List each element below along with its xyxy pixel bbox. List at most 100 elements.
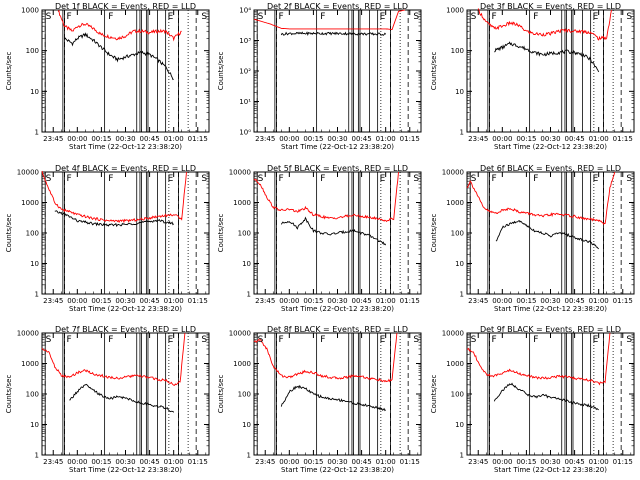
x-tick-label: 00:15	[303, 135, 323, 143]
plot-frame	[253, 9, 422, 133]
marker-letter: S	[413, 335, 419, 345]
x-tick-label: 00:30	[327, 297, 347, 305]
marker-letter: E	[168, 335, 174, 345]
y-tick-label: 10	[242, 260, 251, 268]
x-tick-label: 00:00	[279, 458, 299, 466]
marker-letter: S	[626, 335, 632, 345]
panel-title: Det 3f BLACK = Events, RED = LLD	[480, 2, 621, 11]
marker-letter: S	[201, 12, 207, 22]
y-tick-label: 10	[455, 421, 464, 429]
y-tick-label: 10⁴	[239, 7, 251, 15]
series-events-line	[280, 216, 387, 246]
x-tick-label: 00:00	[67, 135, 87, 143]
marker-letter: S	[413, 174, 419, 184]
y-tick-label: 100	[238, 230, 251, 238]
marker-letter: E	[380, 12, 386, 22]
marker-letter: F	[491, 335, 496, 345]
x-tick-label: 01:15	[400, 297, 420, 305]
y-tick-label: 1	[460, 129, 464, 137]
x-tick-label: 23:45	[43, 458, 63, 466]
y-tick-label: 1000	[21, 7, 39, 15]
series-events-line	[494, 41, 600, 73]
x-tick-label: 01:00	[589, 458, 609, 466]
x-tick-label: 23:45	[468, 135, 488, 143]
marker-letter: F	[533, 174, 538, 184]
series-lld-line	[253, 9, 406, 30]
marker-letter: F	[320, 12, 325, 22]
y-tick-label: 1	[247, 452, 251, 460]
x-axis-label: Start Time (22-Oct-12 23:38:20)	[494, 466, 607, 474]
marker-letter: S	[46, 335, 52, 345]
x-tick-label: 23:45	[255, 297, 275, 305]
x-tick-label: 00:15	[516, 135, 536, 143]
marker-letter: S	[471, 12, 477, 22]
series-lld-line	[466, 171, 616, 225]
panel-title: Det 8f BLACK = Events, RED = LLD	[267, 325, 408, 334]
marker-letter: E	[380, 174, 386, 184]
marker-letter: F	[66, 335, 71, 345]
panel-title: Det 2f BLACK = Events, RED = LLD	[267, 2, 408, 11]
x-tick-label: 01:00	[376, 458, 396, 466]
x-tick-label: 01:00	[376, 135, 396, 143]
y-tick-label: 100	[451, 391, 464, 399]
marker-letter: F	[108, 12, 113, 22]
y-tick-label: 1	[460, 291, 464, 299]
x-tick-label: 00:15	[516, 458, 536, 466]
y-tick-label: 1000	[233, 360, 251, 368]
marker-letter: F	[491, 12, 496, 22]
marker-letter: S	[471, 174, 477, 184]
plot-frame	[466, 9, 635, 133]
series-lld-line	[41, 170, 187, 224]
marker-letter: F	[491, 174, 496, 184]
panel-7f	[41, 332, 210, 456]
y-axis-label: Counts/sec	[5, 214, 13, 253]
plot-frame	[41, 332, 210, 456]
plot-frame	[466, 171, 635, 295]
x-tick-label: 00:45	[351, 297, 371, 305]
marker-letter: F	[278, 335, 283, 345]
x-tick-label: 01:00	[376, 297, 396, 305]
marker-letter: S	[471, 335, 477, 345]
marker-letter: F	[66, 12, 71, 22]
y-tick-label: 100	[26, 230, 39, 238]
series-events-line	[69, 383, 175, 413]
panel-title: Det 1f BLACK = Events, RED = LLD	[55, 2, 196, 11]
series-lld-line	[466, 332, 611, 386]
x-tick-label: 00:15	[516, 297, 536, 305]
y-tick-label: 1000	[233, 199, 251, 207]
x-axis-label: Start Time (22-Oct-12 23:38:20)	[494, 305, 607, 313]
y-tick-label: 10⁰	[239, 129, 251, 137]
marker-letter: S	[46, 174, 52, 184]
marker-letter: E	[380, 335, 386, 345]
panel-title: Det 4f BLACK = Events, RED = LLD	[55, 164, 196, 173]
x-tick-label: 00:45	[139, 297, 159, 305]
x-tick-label: 00:30	[327, 458, 347, 466]
marker-letter: E	[593, 12, 599, 22]
x-tick-label: 00:15	[91, 297, 111, 305]
y-tick-label: 10	[30, 88, 39, 96]
x-tick-label: 00:15	[303, 458, 323, 466]
panel-9f	[466, 332, 635, 456]
panel-6f	[466, 171, 635, 295]
panel-title: Det 5f BLACK = Events, RED = LLD	[267, 164, 408, 173]
y-axis-label: Counts/sec	[217, 214, 225, 253]
x-tick-label: 00:45	[564, 135, 584, 143]
series-lld-line	[57, 9, 182, 42]
y-tick-label: 10³	[239, 37, 251, 45]
marker-letter: S	[258, 12, 264, 22]
marker-letter: E	[593, 174, 599, 184]
y-tick-label: 1000	[21, 360, 39, 368]
x-axis-label: Start Time (22-Oct-12 23:38:20)	[494, 143, 607, 151]
x-tick-label: 00:00	[492, 135, 512, 143]
x-tick-label: 00:00	[492, 458, 512, 466]
y-tick-label: 10	[30, 421, 39, 429]
marker-letter: F	[533, 335, 538, 345]
series-events-line	[280, 31, 387, 37]
y-tick-label: 10	[455, 88, 464, 96]
x-tick-label: 23:45	[255, 458, 275, 466]
y-axis-label: Counts/sec	[217, 375, 225, 414]
x-tick-label: 00:00	[492, 297, 512, 305]
x-tick-label: 00:45	[351, 458, 371, 466]
x-tick-label: 23:45	[468, 458, 488, 466]
marker-letter: S	[626, 12, 632, 22]
